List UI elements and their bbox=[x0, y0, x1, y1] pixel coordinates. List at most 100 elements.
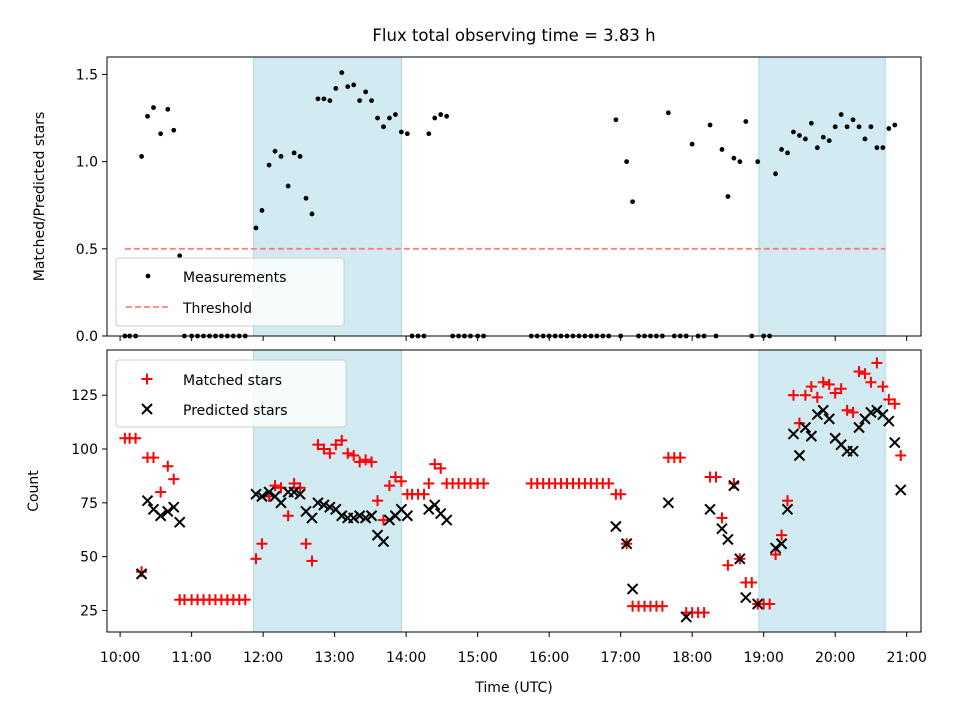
predicted-star-point bbox=[359, 512, 372, 524]
measurement-point bbox=[785, 150, 790, 156]
measurement-point bbox=[253, 225, 259, 231]
predicted-star-point-b bbox=[347, 512, 360, 524]
predicted-star-point bbox=[704, 503, 716, 516]
measurement-point bbox=[844, 124, 850, 130]
measurement-point bbox=[755, 159, 761, 165]
predicted-star-point bbox=[250, 488, 262, 500]
predicted-star-point-b bbox=[895, 484, 907, 496]
predicted-star-point-b bbox=[440, 514, 453, 526]
predicted-star-point bbox=[823, 413, 835, 425]
y-tick-label-50: 50 bbox=[80, 550, 98, 566]
y-tick-label-0-0: 0.0 bbox=[76, 329, 98, 345]
matched-star-point bbox=[811, 391, 823, 403]
measurement-point bbox=[426, 131, 432, 137]
measurement-point bbox=[303, 195, 309, 201]
measurement-point bbox=[297, 153, 303, 159]
matched-star-point bbox=[435, 462, 447, 474]
predicted-star-point bbox=[377, 535, 390, 548]
top-panel: 0.0 0.5 1.0 1.5 Flux total observing time =… bbox=[32, 26, 922, 345]
matched-star-point bbox=[674, 452, 686, 464]
predicted-star-point bbox=[401, 510, 414, 522]
chart-title: Flux total observing time = 3.83 h bbox=[372, 26, 655, 45]
matched-star-point bbox=[787, 389, 799, 401]
predicted-star-point bbox=[883, 415, 895, 427]
measurement-point bbox=[381, 124, 386, 130]
predicted-star-point bbox=[662, 497, 675, 509]
matched-star-point bbox=[776, 529, 788, 541]
predicted-star-point-b bbox=[829, 432, 841, 444]
matched-star-point bbox=[130, 432, 142, 444]
measurement-point bbox=[278, 153, 284, 159]
matched-star-point bbox=[883, 394, 895, 406]
predicted-star-point-b bbox=[871, 404, 883, 416]
bottom-legend: Matched stars Predicted stars bbox=[115, 359, 347, 428]
top-axes-frame bbox=[106, 56, 922, 337]
matched-star-point bbox=[478, 477, 490, 489]
predicted-star-point-b bbox=[312, 497, 324, 509]
matched-star-point bbox=[389, 471, 401, 483]
legend-cross-marker bbox=[141, 403, 153, 415]
predicted-star-point-b bbox=[359, 512, 372, 524]
x-tick-label-17-00: 17:00 bbox=[600, 650, 640, 666]
x-tick-label-10-00: 10:00 bbox=[100, 650, 140, 666]
predicted-star-point bbox=[154, 510, 167, 522]
legend-symbol-matched-stars bbox=[141, 373, 153, 385]
predicted-star-point-b bbox=[275, 497, 287, 509]
matched-star-point bbox=[318, 443, 330, 455]
predicted-star-point-b bbox=[154, 510, 167, 522]
legend-label-matched-stars: Matched stars bbox=[183, 373, 282, 389]
measurement-point bbox=[315, 96, 321, 102]
measurement-point bbox=[404, 131, 410, 137]
predicted-star-point bbox=[871, 404, 883, 416]
x-tick-label-14-00: 14:00 bbox=[386, 650, 426, 666]
predicted-star-point bbox=[680, 611, 692, 623]
predicted-star-point bbox=[324, 501, 336, 513]
y-tick-label-75: 75 bbox=[80, 496, 98, 512]
predicted-star-point bbox=[847, 445, 859, 457]
predicted-star-point bbox=[168, 501, 180, 513]
measurement-point bbox=[886, 126, 892, 131]
measurement-point bbox=[820, 134, 826, 140]
matched-star-point bbox=[366, 456, 378, 468]
legend-plus-marker bbox=[141, 373, 153, 385]
matched-star-point bbox=[300, 538, 312, 550]
measurement-point bbox=[731, 155, 737, 161]
measurement-point bbox=[398, 129, 404, 135]
predicted-star-point-b bbox=[401, 510, 414, 522]
predicted-star-point bbox=[620, 538, 633, 550]
predicted-star-point bbox=[716, 522, 728, 535]
predicted-star-point-b bbox=[294, 488, 306, 500]
matched-star-point bbox=[889, 398, 901, 410]
measurement-point bbox=[743, 119, 749, 124]
predicted-star-point bbox=[162, 505, 174, 518]
top-x-ticks bbox=[119, 336, 908, 341]
x-axis-label: Time (UTC) bbox=[474, 680, 552, 696]
predicted-star-point bbox=[895, 484, 907, 496]
matched-star-point bbox=[871, 357, 883, 369]
predicted-star-point-b bbox=[306, 512, 318, 524]
predicted-star-point-b bbox=[740, 591, 752, 604]
matched-star-point bbox=[342, 447, 354, 459]
predicted-star-point bbox=[787, 428, 800, 440]
measurement-point bbox=[363, 89, 369, 95]
predicted-star-point bbox=[626, 583, 639, 595]
top-y-axis: 0.0 0.5 1.0 1.5 bbox=[76, 67, 107, 345]
measurement-point bbox=[438, 112, 444, 117]
matched-star-point bbox=[418, 488, 430, 500]
shaded-interval bbox=[758, 56, 886, 337]
matched-star-point bbox=[603, 477, 615, 489]
predicted-star-point bbox=[817, 404, 829, 416]
predicted-star-point-b bbox=[377, 535, 390, 548]
predicted-star-point-b bbox=[353, 510, 366, 522]
matched-star-point bbox=[377, 514, 389, 526]
measurement-point bbox=[624, 159, 630, 165]
predicted-star-point-b bbox=[781, 503, 794, 516]
x-tick-label-13-00: 13:00 bbox=[314, 650, 354, 666]
measurement-point bbox=[272, 148, 278, 154]
legend-label-predicted-stars: Predicted stars bbox=[183, 403, 288, 419]
predicted-star-point-b bbox=[288, 486, 300, 498]
top-legend-box bbox=[115, 257, 345, 327]
predicted-star-point-b bbox=[173, 516, 186, 528]
matched-star-point bbox=[710, 471, 722, 483]
predicted-star-point-b bbox=[162, 505, 174, 518]
